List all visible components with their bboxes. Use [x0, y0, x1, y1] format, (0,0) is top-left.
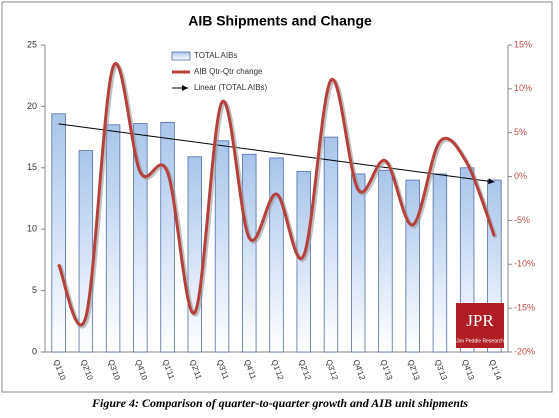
y-tick-label: 5 [32, 285, 37, 295]
y2-tick-label: -15% [514, 303, 535, 313]
logo-text: JPR [466, 311, 494, 330]
bar [378, 169, 393, 353]
legend-label: Linear (TOTAL AIBs) [194, 83, 268, 92]
bar [242, 153, 257, 353]
legend-label: AIB Qtr-Qtr change [194, 67, 263, 76]
bar [269, 157, 284, 353]
y2-tick-label: 5% [514, 127, 527, 137]
bar [432, 173, 448, 353]
bar [214, 140, 230, 353]
y-tick-label: 0 [32, 346, 37, 356]
bar [160, 121, 175, 353]
bar [323, 136, 339, 353]
y2-tick-label: 0% [514, 171, 527, 181]
y-tick-label: 10 [27, 224, 37, 234]
bar [187, 156, 203, 353]
bar [105, 124, 121, 353]
y2-tick-label: -20% [514, 346, 535, 356]
y2-tick-label: 10% [514, 83, 532, 93]
bar [405, 179, 420, 353]
y-tick-label: 20 [27, 101, 37, 111]
caption: Figure 4: Comparison of quarter-to-quart… [91, 396, 468, 410]
legend-label: TOTAL AIBs [194, 51, 237, 60]
bar [133, 123, 148, 353]
y2-tick-label: -10% [514, 259, 535, 269]
series-line [57, 62, 496, 327]
y-tick-label: 15 [27, 162, 37, 172]
chart-title: AIB Shipments and Change [188, 13, 372, 29]
y2-tick-label: 15% [514, 39, 532, 49]
bar [296, 171, 311, 353]
bar [350, 173, 366, 353]
y-tick-label: 25 [27, 39, 37, 49]
legend-swatch [171, 51, 191, 61]
bar [51, 113, 66, 353]
logo-box [456, 303, 504, 348]
y2-tick-label: -5% [514, 215, 530, 225]
logo-subtext: Jon Peddie Research [456, 338, 504, 344]
